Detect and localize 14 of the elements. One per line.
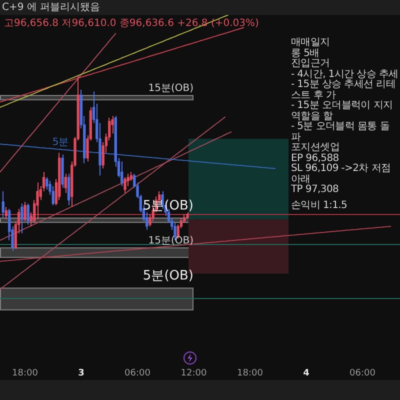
text: 매매일지 롱 5배 진입근거 - 4시간, 1시간 상승 추세 - 15분 상승 추세선 리테스트 후 가 - 15분 오더블럭이 지지역할을 할 - 5분 오더블럭 몸통 돌파 포지션셋업 EP 96,588 SL 96,109 ->2차 저점 아래 TP 97,308 손익비 1:1.5 bbox=[291, 37, 398, 210]
x-tick-label: 18:00 bbox=[237, 368, 264, 379]
x-tick-label: 06:00 bbox=[350, 368, 376, 379]
text: C+9 에 퍼블리시됐음 bbox=[2, 1, 100, 14]
x-tick-label: 4 bbox=[303, 368, 310, 379]
band-label: 15분(OB) bbox=[148, 83, 194, 94]
band-label: 5분(OB) bbox=[142, 268, 194, 284]
series-label: 5분 bbox=[52, 137, 69, 148]
text: 고96,656.8 저96,610.0 종96,636.6 +26.8 (+0.03%) bbox=[4, 18, 259, 30]
band-label: 15분(OB) bbox=[148, 235, 194, 246]
x-tick-label: 3 bbox=[78, 368, 84, 379]
x-tick-label: 12:00 bbox=[180, 368, 207, 379]
x-tick-label: 18:00 bbox=[12, 368, 38, 379]
x-tick-label: 06:00 bbox=[124, 368, 151, 379]
